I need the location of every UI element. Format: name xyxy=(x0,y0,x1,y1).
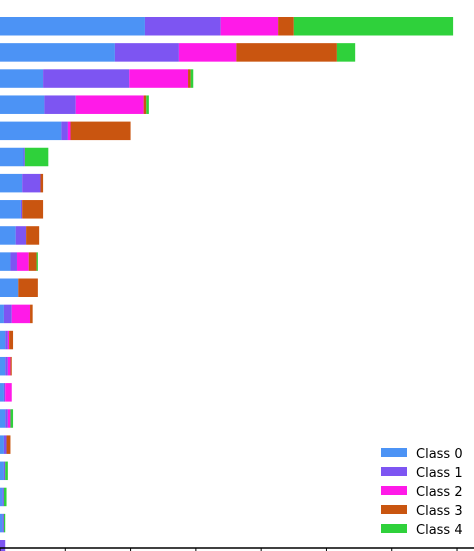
bar-row-15-class-2 xyxy=(5,383,12,402)
bar-row-16-class-4 xyxy=(10,409,14,428)
bar-row-1-class-2 xyxy=(220,17,279,36)
bar-row-4-class-1 xyxy=(44,95,76,114)
bar-row-9-class-1 xyxy=(15,226,27,245)
bar-row-4-class-2 xyxy=(75,95,144,114)
bar-row-15-class-1 xyxy=(3,383,6,402)
legend-label-0: Class 0 xyxy=(416,447,463,462)
bar-row-4-class-3 xyxy=(143,95,147,114)
bar-row-16-class-0 xyxy=(0,409,6,428)
bar-row-16-class-1 xyxy=(5,409,8,428)
bar-row-10-class-2 xyxy=(16,252,29,271)
bar-row-15-class-0 xyxy=(0,383,4,402)
bar-row-14-class-2 xyxy=(7,356,11,376)
bar-row-19-class-0 xyxy=(0,487,3,507)
bar-row-17-class-0 xyxy=(0,435,4,454)
bar-row-18-class-4 xyxy=(5,461,8,481)
bar-row-6-class-0 xyxy=(0,147,24,167)
bar-row-14-class-3 xyxy=(10,356,12,376)
bar-row-5-class-2 xyxy=(67,121,71,141)
bar-row-12-class-3 xyxy=(30,304,33,324)
bar-row-11-class-0 xyxy=(0,278,19,297)
bar-row-6-class-4 xyxy=(24,147,49,167)
bar-row-9-class-3 xyxy=(26,226,40,245)
bar-row-8-class-0 xyxy=(0,200,21,219)
bar-row-1-class-4 xyxy=(293,17,454,36)
bar-row-12-class-0 xyxy=(0,304,4,324)
bar-row-13-class-0 xyxy=(0,330,6,350)
bar-row-9-class-0 xyxy=(0,226,16,245)
bar-row-13-class-3 xyxy=(9,330,14,350)
bar-row-4-class-0 xyxy=(0,95,45,114)
bar-row-1-class-3 xyxy=(278,17,294,36)
bar-row-2-class-4 xyxy=(336,43,356,62)
bar-row-7-class-0 xyxy=(0,173,23,193)
bar-row-1-class-1 xyxy=(144,17,221,36)
bar-row-5-class-1 xyxy=(61,121,68,141)
bar-row-3-class-1 xyxy=(43,69,130,88)
legend-label-4: Class 4 xyxy=(416,523,463,538)
bar-row-18-class-1 xyxy=(3,461,6,481)
legend-label-1: Class 1 xyxy=(416,466,463,481)
bar-row-20-class-0 xyxy=(0,513,3,533)
bar-row-5-class-0 xyxy=(0,121,62,141)
bar-row-6-class-1 xyxy=(23,147,25,167)
bar-row-19-class-4 xyxy=(3,487,7,507)
bar-row-2-class-1 xyxy=(114,43,179,62)
bar-row-19-class-1 xyxy=(2,487,4,507)
legend-label-3: Class 3 xyxy=(416,504,463,519)
bar-row-13-class-2 xyxy=(7,330,10,350)
bar-row-1-class-0 xyxy=(0,17,145,36)
bar-row-16-class-2 xyxy=(7,409,11,428)
bar-row-14-class-1 xyxy=(5,356,8,376)
bar-row-3-class-0 xyxy=(0,69,44,88)
legend-label-2: Class 2 xyxy=(416,485,463,500)
bar-row-12-class-2 xyxy=(11,304,31,324)
bar-row-2-class-2 xyxy=(178,43,237,62)
bars-group xyxy=(0,17,454,551)
legend-swatch-1 xyxy=(381,467,407,476)
bar-row-21-class-1 xyxy=(0,540,6,551)
legend-swatch-0 xyxy=(381,448,407,457)
bar-row-2-class-3 xyxy=(236,43,337,62)
bar-row-12-class-1 xyxy=(3,304,12,324)
legend-swatch-3 xyxy=(381,505,407,514)
bar-row-8-class-1 xyxy=(20,200,23,219)
bar-row-3-class-3 xyxy=(188,69,191,88)
bar-row-10-class-3 xyxy=(28,252,37,271)
x-axis xyxy=(0,547,474,551)
bar-row-17-class-1 xyxy=(3,435,7,454)
legend: Class 0 Class 1 Class 2 Class 3 Class 4 xyxy=(381,447,463,538)
bar-row-13-class-1 xyxy=(5,330,8,350)
bar-row-8-class-3 xyxy=(22,200,44,219)
bar-row-18-class-0 xyxy=(0,461,4,481)
legend-swatch-2 xyxy=(381,486,407,495)
bar-row-10-class-0 xyxy=(0,252,11,271)
bar-row-7-class-1 xyxy=(22,173,41,193)
bar-row-10-class-4 xyxy=(36,252,38,271)
bar-row-7-class-3 xyxy=(40,173,44,193)
bar-row-2-class-0 xyxy=(0,43,115,62)
bar-row-4-class-4 xyxy=(146,95,149,114)
bar-row-17-class-3 xyxy=(6,435,11,454)
bar-row-20-class-1 xyxy=(2,513,4,533)
bar-row-14-class-0 xyxy=(0,356,6,376)
bar-row-11-class-3 xyxy=(18,278,38,297)
bar-row-20-class-4 xyxy=(3,513,6,533)
legend-swatch-4 xyxy=(381,524,407,533)
bar-row-3-class-4 xyxy=(190,69,194,88)
bar-row-10-class-1 xyxy=(10,252,17,271)
bar-row-5-class-3 xyxy=(70,121,131,141)
bar-row-3-class-2 xyxy=(129,69,189,88)
